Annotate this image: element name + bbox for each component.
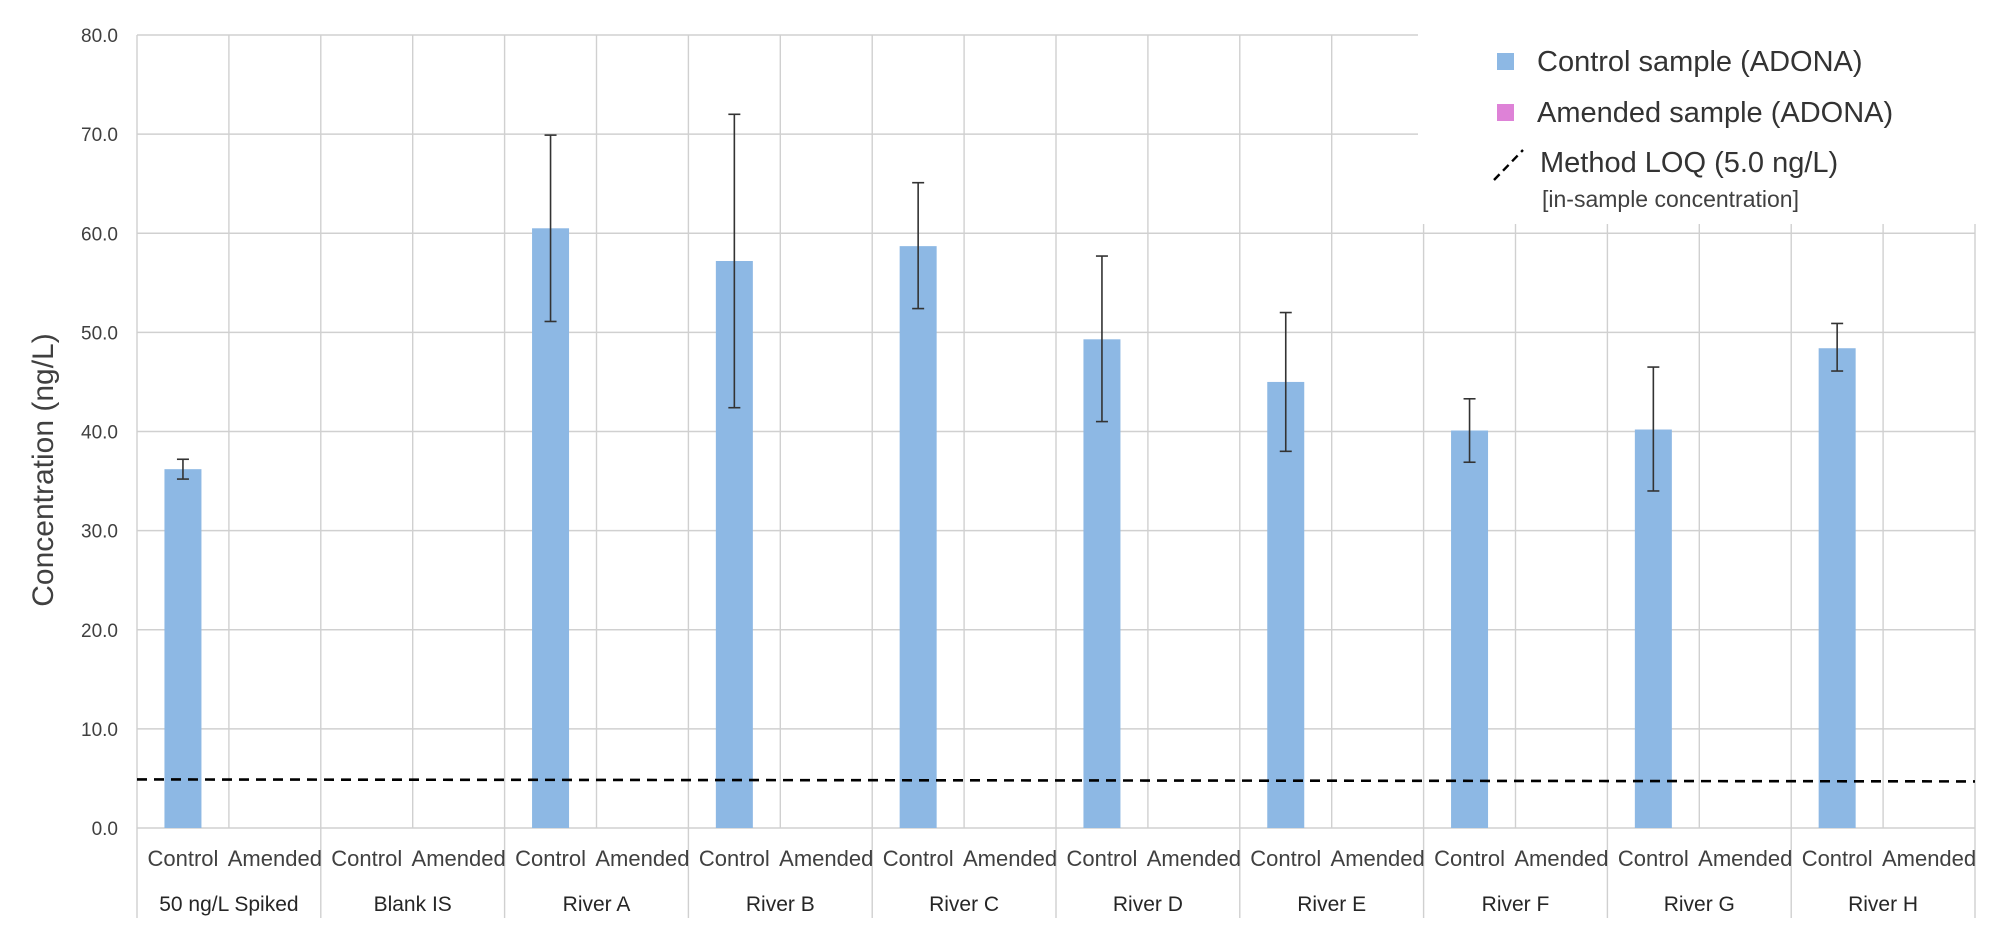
axis-label-layer: 0.0 10.0 20.0 30.0 40.0 50.0 60.0 70.0 80.0 Contr… <box>27 26 1976 916</box>
bar <box>164 469 202 828</box>
bar <box>532 228 570 828</box>
x-group-label: River E <box>1297 893 1366 916</box>
x-subcategory-label: Amended <box>1331 846 1425 871</box>
y-tick-label: 40.0 <box>81 423 118 444</box>
x-subcategory-label: Amended <box>963 846 1057 871</box>
x-subcategory-label: Amended <box>1698 846 1792 871</box>
x-subcategory-label: Amended <box>228 846 322 871</box>
x-group-label: River A <box>563 893 631 916</box>
y-tick-label: 30.0 <box>81 522 118 543</box>
y-tick-label: 70.0 <box>81 125 118 146</box>
legend-label-amended: Amended sample (ADONA) <box>1537 97 1893 129</box>
bar <box>1634 429 1672 828</box>
x-subcategory-label: Amended <box>1514 846 1608 871</box>
x-subcategory-label: Control <box>331 846 402 871</box>
x-group-label: River D <box>1113 893 1183 916</box>
x-subcategory-label: Control <box>147 846 218 871</box>
y-tick-label: 10.0 <box>81 720 118 741</box>
error-bar-layer <box>176 113 1844 492</box>
x-subcategory-label: Control <box>699 846 770 871</box>
grid-layer <box>136 34 1976 918</box>
y-axis-title: Concentration (ng/L) <box>27 333 60 607</box>
x-subcategory-label: Control <box>883 846 954 871</box>
x-subcategory-label: Control <box>1802 846 1873 871</box>
x-group-label: 50 ng/L Spiked <box>159 893 298 916</box>
x-group-label: River F <box>1482 893 1550 916</box>
x-group-label: River H <box>1848 893 1918 916</box>
x-subcategory-label: Amended <box>1882 846 1976 871</box>
x-subcategory-label: Amended <box>412 846 506 871</box>
y-tick-label: 0.0 <box>92 819 118 840</box>
legend-swatch-amended <box>1497 104 1514 121</box>
bar-layer <box>164 228 1856 829</box>
x-group-label: Blank IS <box>374 893 452 916</box>
y-tick-label: 50.0 <box>81 323 118 344</box>
x-subcategory-label: Control <box>1618 846 1689 871</box>
x-subcategory-label: Amended <box>779 846 873 871</box>
x-subcategory-label: Control <box>515 846 586 871</box>
y-tick-label: 20.0 <box>81 621 118 642</box>
bar <box>1818 348 1856 828</box>
x-group-label: River C <box>929 893 999 916</box>
loq-reference-line <box>136 778 1976 783</box>
legend: Control sample (ADONA) Amended sample (AD… <box>1418 28 1978 224</box>
legend-swatch-loq <box>1493 149 1524 181</box>
x-subcategory-label: Amended <box>1147 846 1241 871</box>
legend-label-loq: Method LOQ (5.0 ng/L) <box>1540 147 1838 179</box>
x-subcategory-label: Control <box>1434 846 1505 871</box>
x-group-label: River B <box>746 893 815 916</box>
x-subcategory-label: Control <box>1066 846 1137 871</box>
x-subcategory-label: Control <box>1250 846 1321 871</box>
y-tick-label: 60.0 <box>81 224 118 245</box>
bar <box>1267 381 1305 828</box>
reference-line-layer <box>136 778 1976 783</box>
x-group-label: River G <box>1664 893 1735 916</box>
bar <box>1451 430 1489 828</box>
y-tick-label: 80.0 <box>81 26 118 47</box>
bar <box>899 246 937 829</box>
legend-label-control: Control sample (ADONA) <box>1537 46 1863 78</box>
legend-swatch-control <box>1497 53 1514 70</box>
x-subcategory-label: Amended <box>595 846 689 871</box>
legend-note-loq: [in-sample concentration] <box>1542 186 1799 212</box>
